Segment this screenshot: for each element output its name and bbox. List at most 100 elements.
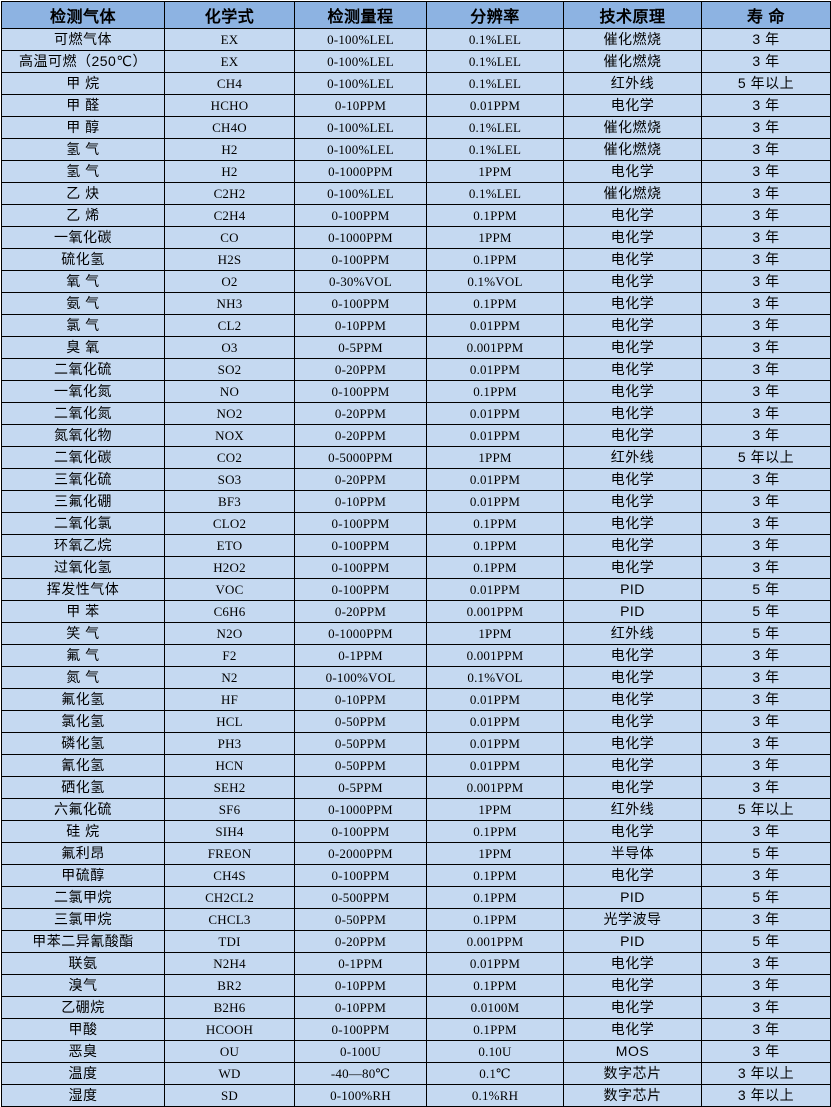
- column-header-formula: 化学式: [164, 1, 295, 29]
- cell-res: 0.01PPM: [426, 314, 564, 337]
- cell-gas: 一氧化碳: [1, 226, 165, 249]
- cell-form: CH4S: [164, 864, 295, 887]
- cell-gas: 联氨: [1, 952, 165, 975]
- cell-life: 3 年: [701, 710, 831, 733]
- cell-range: 0-50PPM: [294, 754, 427, 777]
- cell-tech: 电化学: [563, 776, 702, 799]
- cell-res: 0.1%VOL: [426, 270, 564, 293]
- cell-range: 0-100%LEL: [294, 182, 427, 205]
- cell-res: 0.1℃: [426, 1062, 564, 1085]
- cell-form: N2: [164, 666, 295, 689]
- cell-res: 0.001PPM: [426, 776, 564, 799]
- cell-res: 0.1PPM: [426, 556, 564, 579]
- table-row: 氢 气 H2 0-1000PPM 1PPM 电化学 3 年: [1, 160, 831, 183]
- cell-range: 0-10PPM: [294, 996, 427, 1019]
- cell-gas: 磷化氢: [1, 732, 165, 755]
- cell-range: 0-100%LEL: [294, 72, 427, 95]
- table-row: 甲 醇 CH4O 0-100%LEL 0.1%LEL 催化燃烧 3 年: [1, 116, 831, 139]
- cell-gas: 乙 烯: [1, 204, 165, 227]
- cell-res: 0.1PPM: [426, 1018, 564, 1041]
- cell-tech: 电化学: [563, 380, 702, 403]
- cell-range: 0-20PPM: [294, 468, 427, 491]
- cell-range: 0-100PPM: [294, 248, 427, 271]
- cell-form: WD: [164, 1062, 295, 1085]
- cell-life: 3 年: [701, 864, 831, 887]
- cell-res: 0.01PPM: [426, 490, 564, 513]
- cell-res: 0.1PPM: [426, 204, 564, 227]
- cell-form: NO2: [164, 402, 295, 425]
- cell-life: 3 年: [701, 50, 831, 73]
- cell-range: 0-1000PPM: [294, 622, 427, 645]
- cell-tech: 电化学: [563, 248, 702, 271]
- cell-life: 5 年以上: [701, 798, 831, 821]
- cell-form: OU: [164, 1040, 295, 1063]
- cell-tech: 电化学: [563, 820, 702, 843]
- cell-gas: 氨 气: [1, 292, 165, 315]
- cell-tech: 电化学: [563, 94, 702, 117]
- cell-form: H2: [164, 138, 295, 161]
- cell-life: 3 年: [701, 490, 831, 513]
- table-row: 氧 气 O2 0-30%VOL 0.1%VOL 电化学 3 年: [1, 270, 831, 293]
- cell-range: 0-10PPM: [294, 314, 427, 337]
- cell-tech: 电化学: [563, 402, 702, 425]
- cell-life: 5 年以上: [701, 446, 831, 469]
- cell-form: O2: [164, 270, 295, 293]
- table-row: 乙硼烷 B2H6 0-10PPM 0.0100M 电化学 3 年: [1, 996, 831, 1019]
- cell-res: 0.01PPM: [426, 710, 564, 733]
- cell-form: BF3: [164, 490, 295, 513]
- cell-form: HCN: [164, 754, 295, 777]
- cell-gas: 甲 苯: [1, 600, 165, 623]
- table-row: 臭 氧 O3 0-5PPM 0.001PPM 电化学 3 年: [1, 336, 831, 359]
- cell-life: 3 年: [701, 754, 831, 777]
- cell-tech: 红外线: [563, 798, 702, 821]
- cell-form: HF: [164, 688, 295, 711]
- table-row: 湿度 SD 0-100%RH 0.1%RH 数字芯片 3 年以上: [1, 1084, 831, 1107]
- table-row: 一氧化碳 CO 0-1000PPM 1PPM 电化学 3 年: [1, 226, 831, 249]
- cell-life: 3 年: [701, 820, 831, 843]
- cell-tech: 数字芯片: [563, 1084, 702, 1107]
- cell-life: 3 年: [701, 248, 831, 271]
- cell-range: 0-10PPM: [294, 490, 427, 513]
- cell-gas: 二氯甲烷: [1, 886, 165, 909]
- table-row: 二氧化氮 NO2 0-20PPM 0.01PPM 电化学 3 年: [1, 402, 831, 425]
- table-row: 甲酸 HCOOH 0-100PPM 0.1PPM 电化学 3 年: [1, 1018, 831, 1041]
- cell-tech: 电化学: [563, 666, 702, 689]
- cell-gas: 挥发性气体: [1, 578, 165, 601]
- cell-life: 3 年: [701, 908, 831, 931]
- cell-range: 0-1000PPM: [294, 160, 427, 183]
- cell-range: 0-10PPM: [294, 688, 427, 711]
- cell-range: 0-100PPM: [294, 380, 427, 403]
- cell-form: TDI: [164, 930, 295, 953]
- cell-res: 0.1PPM: [426, 380, 564, 403]
- table-row: 三氟化硼 BF3 0-10PPM 0.01PPM 电化学 3 年: [1, 490, 831, 513]
- cell-gas: 硒化氢: [1, 776, 165, 799]
- cell-form: HCOOH: [164, 1018, 295, 1041]
- cell-gas: 三氧化硫: [1, 468, 165, 491]
- cell-form: H2S: [164, 248, 295, 271]
- cell-gas: 环氧乙烷: [1, 534, 165, 557]
- cell-form: SD: [164, 1084, 295, 1107]
- table-row: 高温可燃（250℃） EX 0-100%LEL 0.1%LEL 催化燃烧 3 年: [1, 50, 831, 73]
- cell-life: 5 年: [701, 842, 831, 865]
- cell-res: 0.1%LEL: [426, 138, 564, 161]
- cell-form: VOC: [164, 578, 295, 601]
- table-row: 六氟化硫 SF6 0-1000PPM 1PPM 红外线 5 年以上: [1, 798, 831, 821]
- cell-form: SO3: [164, 468, 295, 491]
- cell-form: B2H6: [164, 996, 295, 1019]
- cell-tech: 电化学: [563, 490, 702, 513]
- cell-tech: 电化学: [563, 336, 702, 359]
- cell-res: 1PPM: [426, 842, 564, 865]
- table-row: 乙 炔 C2H2 0-100%LEL 0.1%LEL 催化燃烧 3 年: [1, 182, 831, 205]
- cell-form: SO2: [164, 358, 295, 381]
- cell-tech: 电化学: [563, 358, 702, 381]
- cell-range: 0-100PPM: [294, 556, 427, 579]
- cell-life: 3 年: [701, 996, 831, 1019]
- cell-form: N2O: [164, 622, 295, 645]
- cell-life: 3 年: [701, 666, 831, 689]
- cell-res: 0.1%LEL: [426, 28, 564, 51]
- cell-range: 0-1000PPM: [294, 798, 427, 821]
- cell-tech: 电化学: [563, 974, 702, 997]
- cell-gas: 甲 醛: [1, 94, 165, 117]
- cell-range: 0-10PPM: [294, 974, 427, 997]
- table-row: 乙 烯 C2H4 0-100PPM 0.1PPM 电化学 3 年: [1, 204, 831, 227]
